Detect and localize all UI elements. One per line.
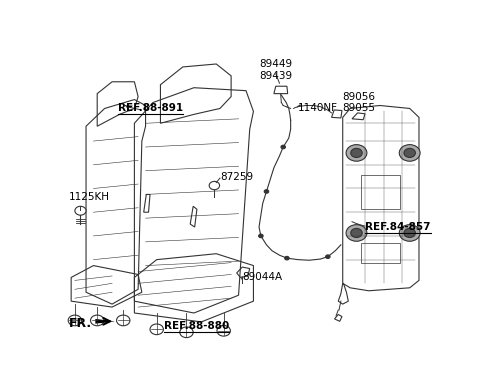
Circle shape [404,148,415,157]
Text: FR.: FR. [69,317,93,330]
Circle shape [351,148,362,157]
Text: 89044A: 89044A [242,273,282,283]
Text: 89056
89055: 89056 89055 [343,92,376,113]
Circle shape [68,315,82,326]
Circle shape [285,256,289,260]
Circle shape [399,225,420,241]
Circle shape [281,145,286,149]
Circle shape [217,325,230,336]
Circle shape [91,315,104,326]
Text: REF.84-857: REF.84-857 [365,222,431,232]
Circle shape [399,145,420,161]
Circle shape [351,228,362,238]
Text: REF.88-880: REF.88-880 [164,321,229,331]
Circle shape [264,190,269,193]
Circle shape [75,206,86,215]
Bar [360,175,400,209]
Circle shape [259,234,263,238]
Circle shape [209,181,219,190]
Circle shape [150,324,163,335]
Circle shape [325,255,330,258]
Text: 89449
89439: 89449 89439 [259,59,292,81]
Text: REF.88-891: REF.88-891 [118,104,183,114]
Text: 87259: 87259 [220,172,253,182]
Circle shape [117,315,130,326]
Circle shape [346,225,367,241]
Text: 1140NF: 1140NF [298,104,338,114]
Circle shape [180,327,193,338]
Bar [360,243,400,263]
Polygon shape [96,319,115,324]
Circle shape [346,145,367,161]
Circle shape [404,228,415,238]
Text: 1125KH: 1125KH [69,192,110,203]
